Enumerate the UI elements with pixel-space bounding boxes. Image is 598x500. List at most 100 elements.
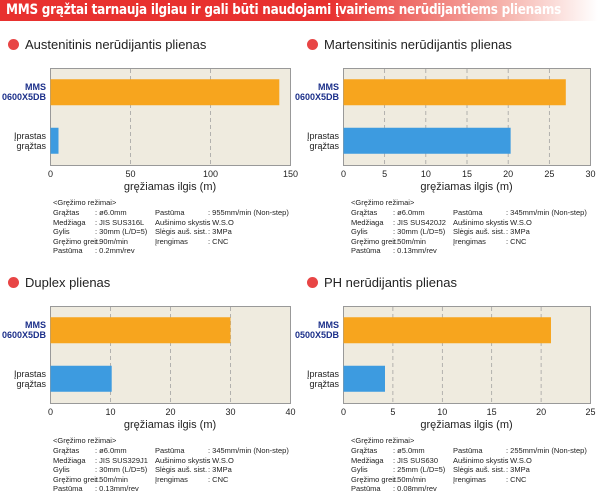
condition-label: Aušinimo skystis [155,455,211,465]
condition-label: Pastūma [351,484,381,493]
condition-label: Pastūma [351,246,381,255]
condition-label: Gręžimo greit. [53,474,101,484]
condition-label: Įrengimas [155,474,188,484]
category-label: Įprastas grąžtas [13,130,46,151]
x-tick-label: 10 [105,407,116,417]
condition-label: Gylis [351,465,368,474]
condition-value: : W.S.O [208,217,234,227]
condition-value: : 345mm/min (Non-step) [208,446,289,455]
panel-title: Duplex plienas [8,275,110,290]
plot [343,68,591,166]
condition-label: Slėgis auš. sist. [155,227,208,236]
x-tick-label: 30 [585,169,596,179]
condition-label: Gręžimo greit. [351,474,399,484]
condition-value: : 30mm (L/D=5) [393,227,446,236]
plot [50,306,291,404]
chart-title: PH nerūdijantis plienas [324,275,457,290]
condition-label: Gylis [53,227,70,236]
condition-value: : 0.13mm/rev [393,246,437,255]
header-bar: MMS grąžtai tarnauja ilgiau ir gali būti… [0,0,598,21]
condition-label: Pastūma [53,246,83,255]
condition-label: Aušinimo skystis [155,217,211,227]
condition-value: : 345mm/min (Non-step) [506,208,587,217]
x-tick-label: 20 [165,407,176,417]
conditions-title: <Gręžimo režimai> [53,198,117,207]
condition-value: : JIS SUS630 [393,455,439,465]
condition-label: Aušinimo skystis [453,217,509,227]
category-label: Įprastas grąžtas [306,130,339,151]
condition-label: Įrengimas [155,236,188,246]
category-label: MMS 0600X5DB [294,82,339,103]
panel-title: PH nerūdijantis plienas [307,275,457,290]
condition-value: : ø5.0mm [393,446,425,455]
bar [343,127,511,154]
x-tick-label: 150 [282,169,299,179]
category-label: MMS 0500X5DB [294,320,339,341]
condition-value: : ø6.0mm [95,446,127,455]
chart-title: Austenitinis nerūdijantis plienas [25,37,207,52]
x-tick-label: 25 [585,407,596,417]
panel-title: Martensitinis nerūdijantis plienas [307,37,512,52]
condition-label: Grąžtas [351,446,378,455]
category-label: MMS 0600X5DB [1,320,46,341]
condition-label: Įrengimas [453,474,486,484]
chart-title: Duplex plienas [25,275,111,290]
plot [50,68,291,166]
condition-value: : 3MPa [506,465,530,474]
x-tick-label: 25 [544,169,555,179]
condition-label: Gylis [351,227,368,236]
condition-value: : 50m/min [95,474,128,484]
condition-label: Grąžtas [53,446,80,455]
title-dot [8,277,19,288]
conditions-title: <Gręžimo režimai> [351,198,415,207]
condition-label: Aušinimo skystis [453,455,509,465]
bar [343,365,385,392]
condition-label: Slėgis auš. sist. [453,465,506,474]
condition-label: Gręžimo greit. [53,236,101,246]
condition-value: : 3MPa [208,227,232,236]
condition-value: : 30mm (L/D=5) [95,227,148,236]
x-tick-label: 50 [125,169,136,179]
condition-value: : CNC [506,474,527,484]
condition-value: : 3MPa [208,465,232,474]
x-tick-label: 40 [285,407,296,417]
condition-label: Pastūma [453,446,483,455]
conditions-title: <Gręžimo režimai> [53,436,117,445]
x-axis-label: gręžiamas ilgis (m) [123,181,217,193]
condition-label: Gręžimo greit. [351,236,399,246]
condition-label: Medžiaga [351,217,384,227]
condition-value: : ø6.0mm [95,208,127,217]
condition-value: : W.S.O [208,455,234,465]
x-tick-label: 0 [340,169,347,179]
condition-label: Slėgis auš. sist. [155,465,208,474]
condition-value: : 50m/min [393,474,426,484]
condition-value: : 0.08mm/rev [393,484,437,493]
conditions-title: <Gręžimo režimai> [351,436,415,445]
x-tick-label: 20 [536,407,547,417]
condition-value: : CNC [208,474,229,484]
panel-title: Austenitinis nerūdijantis plienas [8,37,206,52]
condition-label: Gylis [53,465,70,474]
x-tick-label: 0 [47,169,54,179]
bar [50,317,231,344]
category-label: MMS 0600X5DB [1,82,46,103]
condition-label: Medžiaga [53,455,86,465]
x-tick-label: 10 [437,407,448,417]
condition-value: : 30mm (L/D=5) [95,465,148,474]
bar [50,365,112,392]
x-tick-label: 100 [202,169,219,179]
condition-label: Pastūma [53,484,83,493]
condition-value: : JIS SUS316L [95,217,145,227]
x-tick-label: 0 [47,407,54,417]
condition-value: : ø6.0mm [393,208,425,217]
condition-label: Pastūma [155,208,185,217]
condition-value: : 0.2mm/rev [95,246,135,255]
condition-label: Pastūma [453,208,483,217]
x-tick-label: 30 [225,407,236,417]
chart-title: Martensitinis nerūdijantis plienas [324,37,512,52]
condition-label: Slėgis auš. sist. [453,227,506,236]
x-axis-label: gręžiamas ilgis (m) [123,419,217,431]
condition-value: : 90m/min [95,236,128,246]
x-tick-label: 10 [420,169,431,179]
